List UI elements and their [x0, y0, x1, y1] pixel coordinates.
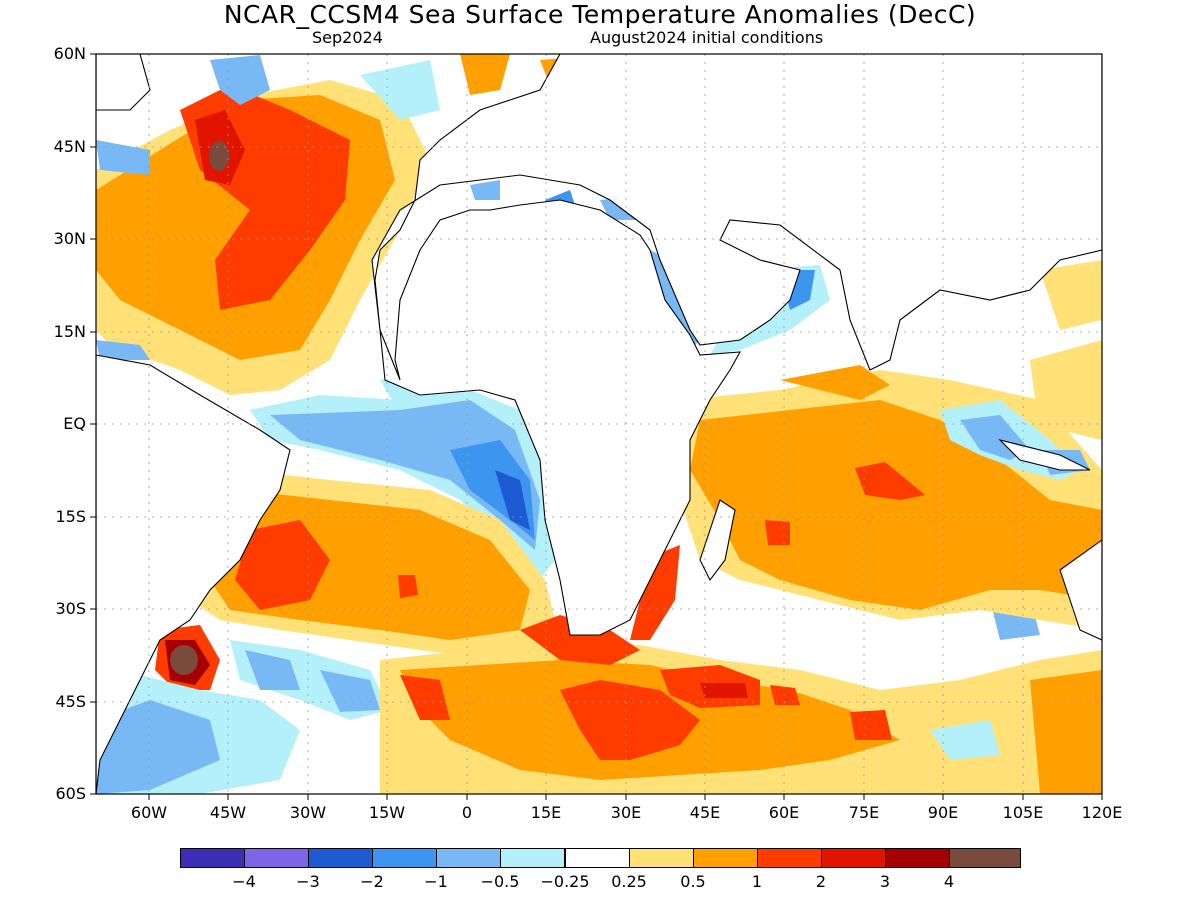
- colorbar-label: −1: [424, 872, 448, 891]
- lon-tick-label: 15W: [368, 803, 406, 822]
- colorbar-swatch: [821, 848, 886, 868]
- lat-tick-label: 15N: [53, 322, 86, 341]
- lat-tick-label: 30N: [53, 229, 86, 248]
- lat-tick-label: 60S: [55, 784, 86, 803]
- colorbar-swatch: [372, 848, 437, 868]
- lon-tick-label: 60E: [768, 803, 800, 822]
- lon-tick-label: 0: [461, 803, 473, 822]
- lon-tick-label: 105E: [1002, 803, 1044, 822]
- lat-tick-label: 45S: [55, 692, 86, 711]
- colorbar-swatch: [757, 848, 822, 868]
- colorbar-swatch: [693, 848, 758, 868]
- colorbar-swatch: [308, 848, 373, 868]
- colorbar-label: −2: [360, 872, 384, 891]
- colorbar-swatch: [244, 848, 309, 868]
- north-atlantic-hotspot: [209, 141, 229, 171]
- lon-tick-label: 60W: [130, 803, 168, 822]
- colorbar-label: −3: [296, 872, 320, 891]
- lon-tick-label: 120E: [1081, 803, 1123, 822]
- colorbar-label: 0.25: [611, 872, 647, 891]
- tick-marks: [90, 53, 1103, 800]
- lat-tick-label: 15S: [55, 507, 86, 526]
- south-america: [96, 354, 291, 794]
- colorbar-label: 1: [751, 872, 763, 891]
- colorbar-label: 0.5: [680, 872, 706, 891]
- land-masses: [96, 54, 1102, 794]
- colorbar-label: −0.5: [480, 872, 520, 891]
- colorbar-label: −0.25: [540, 872, 590, 891]
- colorbar-swatch: [180, 848, 245, 868]
- africa-eurasia-landmass: [371, 54, 1102, 636]
- lat-tick-label: EQ: [63, 414, 86, 433]
- lon-tick-label: 75E: [848, 803, 880, 822]
- colorbar-swatch: [500, 848, 565, 868]
- colorbar-swatch: [885, 848, 950, 868]
- madagascar: [699, 499, 736, 582]
- forecast-month: Sep2024: [312, 28, 383, 47]
- chart-title: NCAR_CCSM4 Sea Surface Temperature Anoma…: [223, 0, 977, 29]
- lon-tick-label: 90E: [927, 803, 959, 822]
- lon-tick-label: 45W: [209, 803, 247, 822]
- australia-edge: [1059, 539, 1102, 641]
- colorbar-label: −4: [232, 872, 256, 891]
- colorbar-swatch: [436, 848, 501, 868]
- south-atlantic-hotspot: [170, 645, 198, 675]
- lon-tick-label: 30E: [610, 803, 642, 822]
- lon-tick-label: 30W: [289, 803, 327, 822]
- graticule: [96, 54, 1102, 794]
- colorbar-label: 4: [943, 872, 955, 891]
- initial-conditions-label: August2024 initial conditions: [590, 28, 824, 47]
- indonesia: [998, 438, 1091, 471]
- greenland: [96, 54, 151, 111]
- lon-tick-label: 15E: [530, 803, 562, 822]
- lat-tick-label: 30S: [55, 599, 86, 618]
- colorbar-label: 3: [879, 872, 891, 891]
- colorbar-swatch: [949, 848, 1021, 868]
- colorbar-swatch: [629, 848, 694, 868]
- lon-tick-label: 45E: [689, 803, 721, 822]
- lat-tick-label: 60N: [53, 44, 86, 63]
- lat-tick-label: 45N: [53, 137, 86, 156]
- colorbar-label: 2: [815, 872, 827, 891]
- colorbar-swatch: [565, 848, 630, 868]
